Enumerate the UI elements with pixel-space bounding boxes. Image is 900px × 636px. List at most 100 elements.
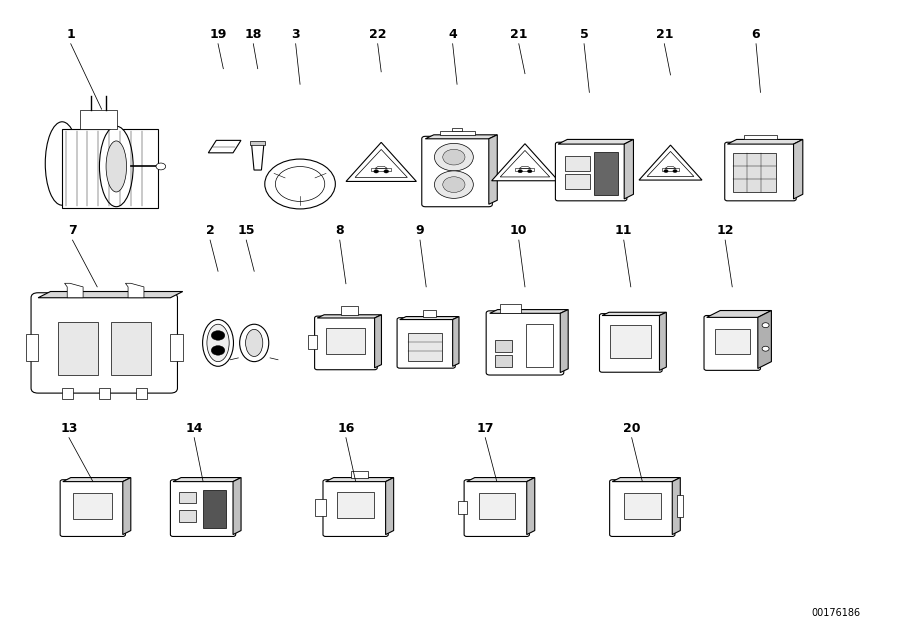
Bar: [179, 492, 195, 503]
Polygon shape: [208, 141, 241, 153]
Bar: [136, 388, 147, 399]
Circle shape: [156, 163, 166, 170]
Bar: [744, 135, 777, 139]
Bar: [479, 493, 515, 519]
Polygon shape: [251, 144, 264, 170]
Polygon shape: [491, 144, 558, 181]
Circle shape: [673, 170, 677, 172]
FancyBboxPatch shape: [60, 480, 125, 536]
Text: 18: 18: [245, 27, 262, 41]
Circle shape: [527, 170, 532, 173]
Polygon shape: [560, 310, 568, 373]
Polygon shape: [122, 478, 130, 535]
Bar: [250, 141, 266, 145]
Text: 2: 2: [206, 224, 214, 237]
Circle shape: [275, 167, 325, 202]
Ellipse shape: [246, 329, 263, 357]
Bar: [58, 322, 97, 375]
Text: 16: 16: [338, 422, 355, 434]
Bar: [495, 340, 512, 352]
Polygon shape: [356, 149, 408, 177]
Circle shape: [664, 170, 668, 172]
Bar: [73, 493, 112, 519]
Polygon shape: [489, 135, 498, 204]
Polygon shape: [706, 310, 771, 317]
Text: 5: 5: [580, 27, 589, 41]
Text: 17: 17: [476, 422, 494, 434]
FancyBboxPatch shape: [464, 480, 529, 536]
Bar: [457, 501, 467, 515]
Bar: [111, 322, 150, 375]
Bar: [610, 325, 652, 357]
Ellipse shape: [99, 126, 133, 207]
Polygon shape: [318, 315, 382, 318]
Text: 4: 4: [448, 27, 457, 41]
Circle shape: [374, 170, 379, 173]
FancyBboxPatch shape: [170, 480, 236, 536]
FancyBboxPatch shape: [555, 142, 626, 201]
Polygon shape: [758, 310, 771, 368]
Bar: [452, 128, 463, 131]
Polygon shape: [233, 478, 241, 535]
Text: 12: 12: [716, 224, 734, 237]
FancyBboxPatch shape: [724, 142, 796, 201]
Bar: [203, 490, 226, 529]
Bar: [495, 355, 512, 366]
Text: 19: 19: [210, 27, 227, 41]
Polygon shape: [63, 478, 130, 481]
Text: 8: 8: [336, 224, 344, 237]
Polygon shape: [346, 142, 417, 181]
FancyBboxPatch shape: [609, 480, 675, 536]
Bar: [371, 169, 392, 171]
Bar: [594, 152, 618, 195]
Polygon shape: [639, 145, 702, 180]
Ellipse shape: [106, 141, 127, 192]
FancyBboxPatch shape: [315, 316, 377, 370]
Polygon shape: [65, 283, 83, 298]
Bar: [99, 388, 110, 399]
Circle shape: [384, 170, 389, 173]
Circle shape: [435, 171, 473, 198]
Circle shape: [212, 345, 225, 356]
Bar: [662, 169, 680, 171]
Bar: [516, 169, 535, 171]
Text: 21: 21: [510, 27, 527, 41]
Polygon shape: [38, 291, 183, 298]
FancyBboxPatch shape: [599, 314, 662, 372]
Circle shape: [762, 322, 770, 328]
Bar: [624, 493, 661, 519]
Bar: [315, 499, 326, 516]
Ellipse shape: [202, 319, 233, 366]
Polygon shape: [647, 151, 694, 176]
Text: 20: 20: [623, 422, 641, 434]
Circle shape: [443, 149, 465, 165]
Polygon shape: [173, 478, 241, 481]
Bar: [62, 129, 158, 208]
Ellipse shape: [239, 324, 269, 362]
FancyBboxPatch shape: [704, 315, 760, 370]
Polygon shape: [602, 312, 666, 315]
Bar: [327, 328, 365, 354]
Text: 11: 11: [615, 224, 633, 237]
Bar: [677, 495, 682, 516]
FancyBboxPatch shape: [323, 480, 388, 536]
Bar: [170, 334, 183, 361]
Bar: [564, 174, 590, 189]
Text: 00176186: 00176186: [811, 609, 860, 618]
Bar: [439, 131, 474, 135]
Polygon shape: [400, 317, 459, 319]
Polygon shape: [385, 478, 393, 535]
Ellipse shape: [207, 324, 230, 362]
Bar: [26, 334, 38, 361]
Circle shape: [435, 143, 473, 171]
Polygon shape: [500, 151, 550, 177]
Circle shape: [518, 170, 522, 173]
Text: 21: 21: [655, 27, 673, 41]
Polygon shape: [672, 478, 680, 535]
Circle shape: [265, 159, 336, 209]
Polygon shape: [453, 317, 459, 366]
Polygon shape: [326, 478, 393, 481]
Bar: [341, 306, 358, 315]
Bar: [351, 471, 368, 478]
Ellipse shape: [45, 121, 79, 205]
